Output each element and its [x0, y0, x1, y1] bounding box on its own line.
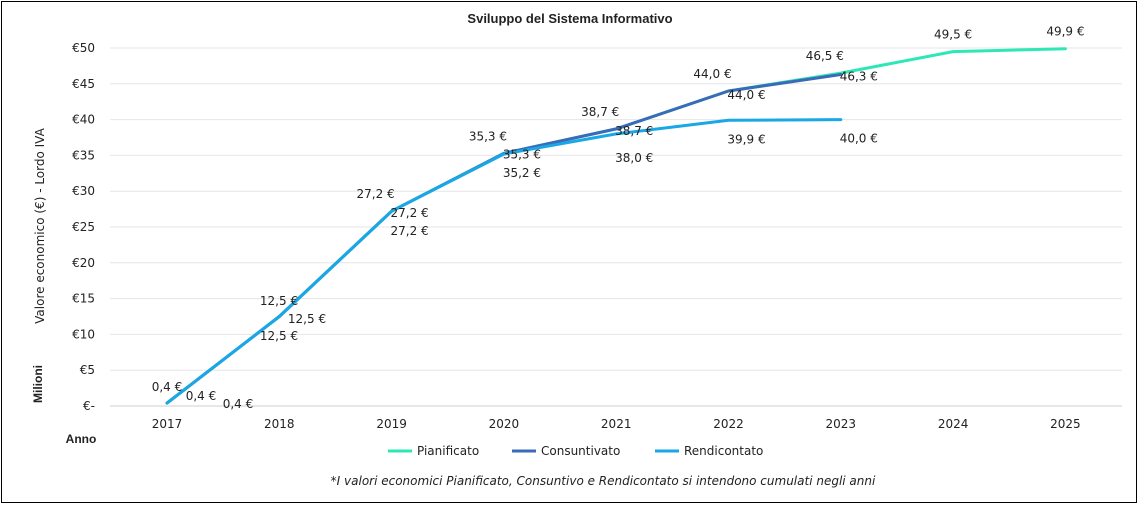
- data-label: 12,5 €: [260, 294, 298, 308]
- data-label: 44,0 €: [693, 67, 731, 81]
- footnote: *I valori economici Pianificato, Consunt…: [331, 474, 876, 488]
- data-labels: 0,4 € 12,5 € 27,2 € 35,3 € 38,7 € 44,0 € 46,5 …: [152, 25, 1085, 411]
- data-label: 44,0 €: [727, 88, 765, 102]
- y-tick-label: €-: [83, 399, 95, 413]
- chart-title: Sviluppo del Sistema Informativo: [467, 11, 672, 26]
- data-label: 0,4 €: [186, 389, 217, 403]
- series-line-pianificato: [165, 47, 1067, 405]
- data-label: 49,9 €: [1046, 25, 1084, 39]
- legend: Pianificato Consuntivato Rendicontato: [388, 444, 763, 458]
- series-lines: [165, 47, 1067, 405]
- y-tick-label: €15: [72, 292, 95, 306]
- data-label: 27,2 €: [391, 206, 429, 220]
- x-tick-label: 2021: [601, 417, 632, 431]
- x-axis-caption: Anno: [66, 432, 97, 446]
- data-label: 35,3 €: [503, 147, 541, 161]
- data-label: 39,9 €: [727, 132, 765, 146]
- y-tick-label: €5: [80, 363, 95, 377]
- x-tick-label: 2019: [376, 417, 407, 431]
- data-label: 38,7 €: [615, 124, 653, 138]
- x-tick-label: 2025: [1050, 417, 1081, 431]
- y-tick-label: €50: [72, 41, 95, 55]
- data-label: 40,0 €: [840, 132, 878, 146]
- data-label: 0,4 €: [152, 380, 183, 394]
- x-tick-label: 2022: [713, 417, 744, 431]
- data-label: 27,2 €: [357, 187, 395, 201]
- y-tick-label: €20: [72, 256, 95, 270]
- x-axis-ticks: 2017 2018 2019 2020 2021 2022 2023 2024 2025: [152, 417, 1081, 431]
- y-tick-label: €30: [72, 184, 95, 198]
- data-label: 46,3 €: [840, 69, 878, 83]
- data-label: 49,5 €: [934, 28, 972, 42]
- data-label: 35,2 €: [503, 166, 541, 180]
- y-axis-ticks: €- €5 €10 €15 €20 €25 €30 €35 €40 €45 €50: [72, 41, 95, 413]
- data-label: 38,7 €: [581, 105, 619, 119]
- data-label: 27,2 €: [391, 224, 429, 238]
- legend-label: Pianificato: [417, 444, 479, 458]
- x-tick-label: 2024: [938, 417, 969, 431]
- x-tick-label: 2023: [826, 417, 857, 431]
- y-tick-label: €10: [72, 327, 95, 341]
- data-label: 0,4 €: [223, 397, 254, 411]
- y-tick-label: €45: [72, 77, 95, 91]
- x-tick-label: 2020: [489, 417, 520, 431]
- series-line-rendicontato: [165, 118, 843, 405]
- series-line-consuntivato: [165, 73, 843, 405]
- y-tick-label: €40: [72, 113, 95, 127]
- y-unit-label: Milioni: [31, 365, 45, 403]
- legend-label: Consuntivato: [541, 444, 620, 458]
- data-label: 12,5 €: [260, 329, 298, 343]
- x-tick-label: 2018: [264, 417, 295, 431]
- data-label: 35,3 €: [469, 129, 507, 143]
- y-axis-label: Valore economico (€) - Lordo IVA: [33, 127, 47, 323]
- legend-label: Rendicontato: [684, 444, 763, 458]
- data-label: 38,0 €: [615, 151, 653, 165]
- x-tick-label: 2017: [152, 417, 183, 431]
- y-tick-label: €25: [72, 220, 95, 234]
- grid-lines: [110, 47, 1122, 371]
- y-tick-label: €35: [72, 148, 95, 162]
- data-label: 46,5 €: [806, 49, 844, 63]
- data-label: 12,5 €: [288, 312, 326, 326]
